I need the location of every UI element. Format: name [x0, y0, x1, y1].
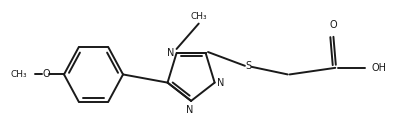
Text: S: S — [245, 61, 251, 71]
Text: O: O — [42, 69, 49, 80]
Text: OH: OH — [370, 63, 385, 73]
Text: CH₃: CH₃ — [190, 12, 207, 21]
Text: O: O — [328, 20, 336, 30]
Text: N: N — [167, 48, 174, 58]
Text: CH₃: CH₃ — [10, 70, 27, 79]
Text: N: N — [216, 78, 224, 88]
Text: N: N — [185, 105, 192, 115]
